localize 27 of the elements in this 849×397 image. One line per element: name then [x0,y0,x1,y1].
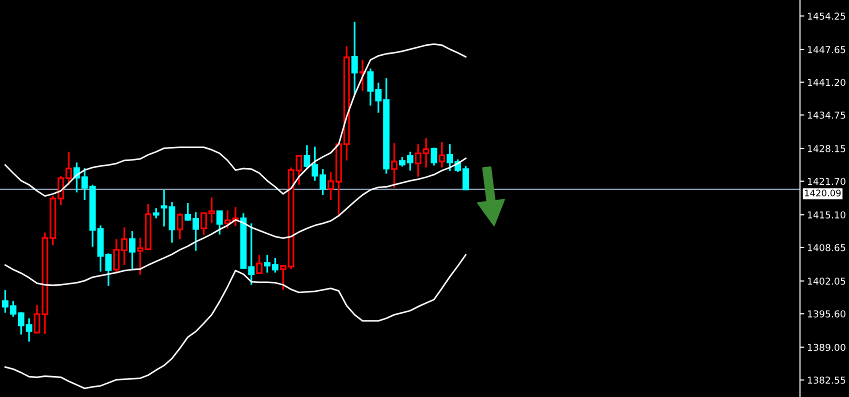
candlestick [129,230,136,270]
line-series [4,254,467,390]
line-series [4,158,467,286]
candlestick [351,20,358,96]
candlestick [216,210,223,236]
candlestick [256,254,263,274]
candlestick [176,212,184,240]
y-tick-label: 1408.65 [808,244,846,252]
y-tick-label: 1434.75 [808,112,846,119]
y-tick-label: 1382.55 [808,376,846,384]
y-tick-label: 1447.65 [808,46,846,54]
y-tick-label: 1454.25 [808,12,846,20]
candlestick [160,189,168,228]
y-tick-label: 1389.00 [808,344,846,351]
candlestick [168,201,176,244]
ref-line-label: 1420.09 [804,190,841,196]
y-tick-label: 1421.70 [808,178,846,185]
candlestick [391,142,398,189]
y-tick-label: 1441.20 [808,78,846,86]
y-tick-label: 1395.60 [808,310,846,318]
y-tick-label: 1402.05 [808,278,846,285]
candlestick [304,144,310,168]
candlestick [438,141,446,168]
y-tick-label: 1415.10 [808,211,846,218]
candlestick [430,146,438,166]
candlestick [152,207,160,220]
y-tick-label: 1428.15 [808,145,846,152]
